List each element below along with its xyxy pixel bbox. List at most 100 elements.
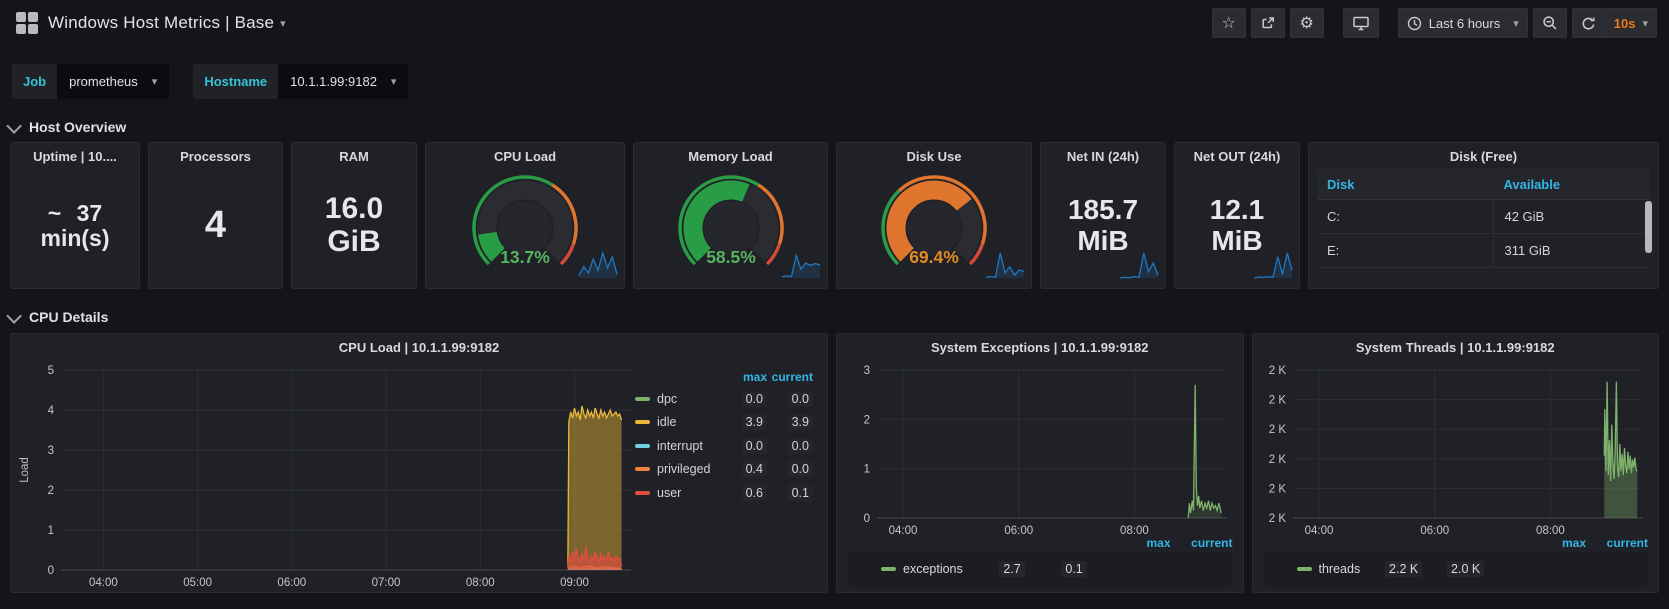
variable-hostname[interactable]: Hostname 10.1.1.99:9182 ▾: [193, 64, 409, 99]
panel-uptime: Uptime | 10.... ~ 37 min(s): [10, 142, 140, 289]
series-max: 3.9: [721, 414, 767, 431]
section-cpu-details[interactable]: CPU Details: [6, 307, 1659, 325]
panel-title[interactable]: System Exceptions | 10.1.1.99:9182: [930, 339, 1149, 355]
x-axis-tick: 05:00: [183, 577, 212, 589]
panel-title[interactable]: Processors: [180, 148, 251, 164]
star-button[interactable]: ☆: [1211, 8, 1246, 38]
chevron-down-icon: ▾: [1642, 17, 1648, 30]
y-axis-tick: 2 K: [1268, 395, 1286, 407]
legend-series-user[interactable]: user 0.6 0.1: [635, 481, 813, 505]
column-header-disk[interactable]: Disk: [1327, 176, 1355, 192]
net-out-value: 12.1 MiB: [1209, 194, 1265, 256]
variable-job-value[interactable]: prometheus ▾: [57, 64, 170, 99]
panel-title[interactable]: Net IN (24h): [1066, 148, 1140, 164]
series-current: 0.1: [1025, 561, 1087, 578]
panel-title[interactable]: Disk Use: [906, 148, 962, 164]
panel-disk-use-gauge: Disk Use 69.4%: [836, 142, 1032, 289]
uptime-value: ~ 37 min(s): [40, 199, 110, 251]
share-button[interactable]: [1250, 8, 1285, 38]
panel-net-in: Net IN (24h) 185.7 MiB: [1040, 142, 1166, 289]
panel-disk-free: Disk (Free) Disk Available C: 42 GiB E: 3…: [1308, 142, 1659, 289]
chevron-down-icon: [6, 117, 22, 134]
gear-icon: ⚙: [1299, 13, 1314, 32]
x-axis-tick: 08:00: [1120, 525, 1149, 537]
legend-series-privileged[interactable]: privileged 0.4 0.0: [635, 458, 813, 482]
cpu-load-sparkline: [578, 248, 618, 285]
refresh-interval-label: 10s: [1613, 15, 1636, 31]
ram-value: 16.0 GiB: [324, 192, 384, 258]
time-range-button[interactable]: Last 6 hours ▾: [1397, 8, 1528, 38]
section-title: CPU Details: [29, 309, 109, 325]
table-scrollbar[interactable]: [1645, 201, 1652, 253]
legend-series-dpc[interactable]: dpc 0.0 0.0: [635, 387, 813, 411]
navbar: Windows Host Metrics | Base ▾ ☆ ⚙ L: [0, 0, 1669, 46]
refresh-icon: [1582, 16, 1595, 30]
system-threads-chart[interactable]: 2 K 2 K 2 K 2 K 2 K 2 K 04:00 06:00 08:00: [1257, 360, 1655, 540]
star-icon: ☆: [1221, 13, 1236, 32]
dashboard-title[interactable]: Windows Host Metrics | Base: [48, 13, 275, 32]
series-name: idle: [657, 415, 677, 430]
panel-title[interactable]: CPU Load: [493, 148, 557, 164]
x-axis-tick: 08:00: [1536, 525, 1565, 537]
processors-value: 4: [204, 203, 227, 246]
variable-hostname-value[interactable]: 10.1.1.99:9182 ▾: [278, 64, 409, 99]
available-cell: 42 GiB: [1493, 200, 1650, 233]
settings-button[interactable]: ⚙: [1289, 8, 1324, 38]
panel-title[interactable]: Disk (Free): [1449, 148, 1518, 164]
x-axis-tick: 06:00: [1420, 525, 1449, 537]
memory-load-sparkline: [781, 248, 821, 285]
section-title: Host Overview: [29, 119, 127, 135]
chevron-down-icon: ▾: [151, 76, 158, 88]
y-axis-tick: 2: [48, 485, 54, 497]
series-name: user: [657, 485, 682, 500]
variable-job[interactable]: Job prometheus ▾: [12, 64, 170, 99]
y-axis-tick: 3: [48, 445, 54, 457]
disk-free-table-body: C: 42 GiB E: 311 GiB: [1317, 200, 1650, 268]
host-overview-row: Uptime | 10.... ~ 37 min(s) Processors 4…: [10, 142, 1659, 289]
x-axis-tick: 04:00: [1304, 525, 1333, 537]
panel-ram: RAM 16.0 GiB: [291, 142, 417, 289]
legend-series-threads[interactable]: threads 2.2 K 2.0 K: [1296, 558, 1485, 582]
variable-job-label: Job: [12, 64, 58, 99]
series-color-swatch: [635, 467, 650, 472]
x-axis-tick: 09:00: [560, 577, 589, 589]
cycle-view-button[interactable]: [1342, 8, 1379, 38]
cpu-load-chart[interactable]: 0 1 2 3 4 5 04:00 05:00 06:00 07:00 08:00 09:00 Load: [15, 360, 823, 592]
disk-use-gauge: 69.4%: [837, 167, 1031, 288]
chevron-down-icon[interactable]: ▾: [280, 17, 286, 30]
panel-cpu-load-gauge: CPU Load 13.7%: [425, 142, 625, 289]
refresh-button[interactable]: [1571, 8, 1606, 38]
panel-title[interactable]: CPU Load | 10.1.1.99:9182: [338, 339, 500, 355]
panel-title[interactable]: RAM: [339, 148, 369, 164]
memory-load-gauge: 58.5%: [634, 167, 827, 288]
section-host-overview[interactable]: Host Overview: [6, 117, 1659, 135]
panel-title[interactable]: Memory Load: [688, 148, 773, 164]
refresh-interval-dropdown[interactable]: 10s ▾: [1605, 8, 1657, 38]
panel-title[interactable]: Net OUT (24h): [1193, 148, 1281, 164]
chevron-down-icon: [6, 307, 22, 324]
x-axis-tick: 06:00: [1004, 525, 1033, 537]
column-header-available[interactable]: Available: [1503, 176, 1561, 192]
series-name: privileged: [657, 462, 711, 477]
series-color-swatch: [881, 567, 896, 572]
gauge-value: 69.4%: [909, 247, 959, 267]
legend-series-exceptions[interactable]: exceptions 2.7 0.1: [881, 558, 1087, 582]
panel-title[interactable]: Uptime | 10....: [33, 148, 117, 164]
panel-title[interactable]: System Threads | 10.1.1.99:9182: [1355, 339, 1555, 355]
legend-series-idle[interactable]: idle 3.9 3.9: [635, 411, 813, 435]
zoom-out-button[interactable]: [1532, 8, 1567, 38]
series-current: 0.0: [767, 461, 813, 478]
disk-use-sparkline: [985, 248, 1025, 285]
y-axis-tick: 0: [864, 513, 870, 525]
series-max: 2.2 K: [1360, 561, 1423, 578]
panel-net-out: Net OUT (24h) 12.1 MiB: [1174, 142, 1300, 289]
cpu-load-gauge: 13.7%: [426, 167, 624, 288]
gauge-value: 13.7%: [500, 247, 550, 267]
y-axis-tick: 4: [48, 405, 55, 417]
series-current: 0.0: [767, 390, 813, 407]
system-exceptions-chart[interactable]: 0 1 2 3 04:00 06:00 08:00: [841, 360, 1239, 540]
x-axis-tick: 08:00: [466, 577, 495, 589]
dashboard-grid-icon[interactable]: [16, 12, 38, 34]
legend-series-interrupt[interactable]: interrupt 0.0 0.0: [635, 434, 813, 458]
